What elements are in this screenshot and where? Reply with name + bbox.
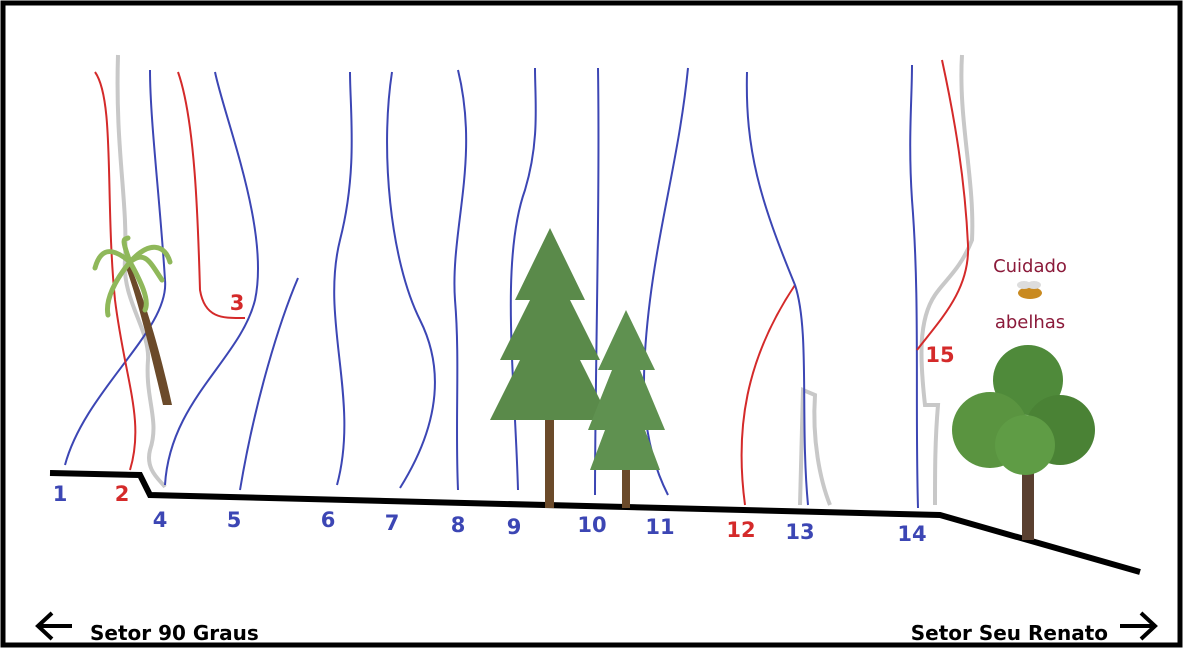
route-line: [594, 67, 600, 496]
tree: [952, 345, 1095, 540]
route-label: 2: [115, 482, 130, 506]
route-line: [164, 71, 259, 486]
ground: [49, 470, 1141, 575]
route-label: 4: [153, 508, 168, 532]
route-label: 8: [451, 513, 466, 537]
route-line: [642, 67, 689, 496]
route-label: 13: [785, 520, 814, 544]
warning-text: Cuidado: [993, 256, 1067, 277]
arrow-left: [35, 611, 72, 641]
route-label: 12: [726, 518, 755, 542]
warning-text: abelhas: [995, 312, 1065, 333]
route-line: [239, 277, 299, 491]
route-line: [333, 71, 353, 486]
route-line: [386, 71, 436, 489]
sector-left: Setor 90 Graus: [90, 621, 259, 645]
route-line: [909, 64, 919, 509]
route-label: 10: [577, 513, 606, 537]
route-label: 11: [645, 515, 674, 539]
route-label: 9: [507, 515, 522, 539]
route-label: 1: [53, 482, 68, 506]
pine-tree: [490, 228, 610, 508]
route-line: [453, 69, 468, 491]
pine-tree: [588, 310, 665, 508]
rock-edge: [919, 54, 975, 506]
sector-right: Setor Seu Renato: [911, 621, 1108, 645]
route-line: [64, 69, 167, 466]
route-line: [740, 284, 796, 506]
arrow-right: [1120, 611, 1158, 641]
route-label: 6: [321, 508, 336, 532]
bee-icon: [1017, 281, 1042, 299]
palm-tree: [92, 235, 173, 405]
rock-edge: [798, 387, 832, 506]
route-line: [916, 59, 970, 351]
route-line: [745, 71, 809, 506]
route-line: [177, 71, 246, 320]
route-label: 5: [227, 508, 242, 532]
route-label: 7: [385, 511, 400, 535]
route-label: 3: [230, 291, 245, 315]
route-label: 15: [925, 343, 954, 367]
route-line: [94, 71, 137, 471]
route-label: 14: [897, 522, 926, 546]
